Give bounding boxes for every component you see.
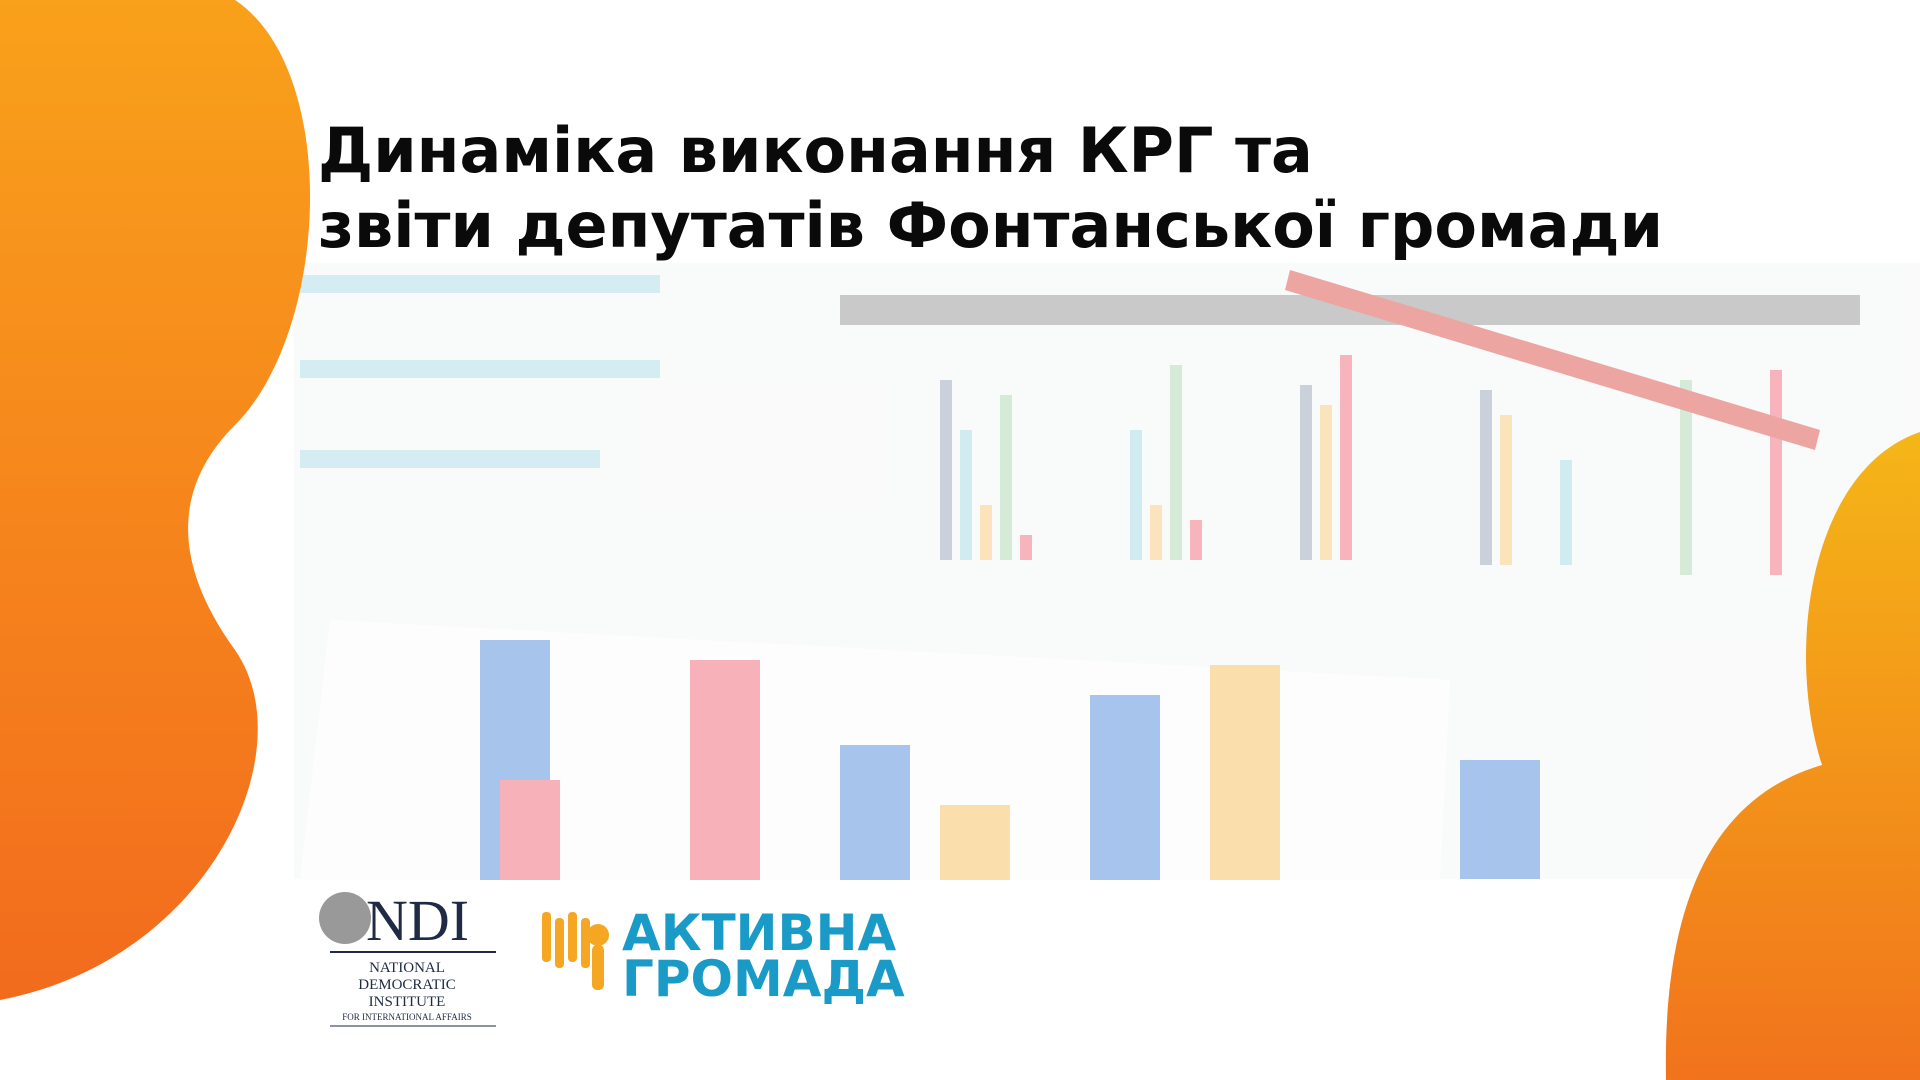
ndi-logo: NDI NATIONAL DEMOCRATIC INSTITUTE FOR IN… (319, 888, 496, 1027)
logo-text: DEMOCRATIC (358, 977, 456, 993)
logo-text: ГРОМАДА (622, 950, 905, 1008)
people-icon (542, 912, 609, 990)
logo-text: NATIONAL (369, 960, 445, 976)
logo-text: FOR INTERNATIONAL AFFAIRS (342, 1012, 472, 1022)
globe-icon (319, 892, 371, 944)
orange-shape-right (1665, 432, 1920, 1080)
logo-mark: NDI (366, 888, 469, 953)
title-line: звіти депутатів Фонтанської громади (318, 189, 1663, 262)
orange-shape-left (0, 0, 311, 1000)
logo-text: INSTITUTE (369, 994, 446, 1010)
title-line: Динаміка виконання КРГ та (318, 114, 1313, 187)
active-logo: АКТИВНА ГРОМАДА (542, 904, 905, 1008)
background-photo (294, 263, 1920, 880)
logo-text: АКТИВНА (622, 904, 896, 962)
